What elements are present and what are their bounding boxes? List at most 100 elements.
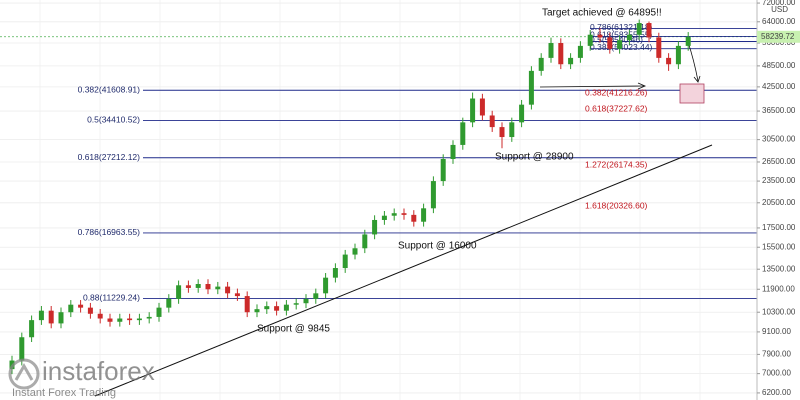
trend-line	[94, 144, 713, 397]
candle-body	[646, 23, 652, 38]
projection-label: 1.618(20326.60)	[585, 200, 648, 210]
candle-body	[244, 296, 250, 313]
candle-body	[29, 320, 35, 338]
candle-body	[215, 286, 221, 290]
candle-body	[293, 303, 299, 305]
fib-label: 0.618(58355.55)	[590, 30, 653, 40]
candle-body	[470, 98, 476, 123]
candle-body	[372, 219, 378, 235]
candle-body	[264, 306, 270, 310]
brand: instaforex	[42, 356, 155, 386]
fib-label: 0.382(41608.91)	[78, 84, 141, 94]
target-zone	[679, 83, 705, 104]
candle-body	[656, 37, 662, 58]
y-tick-label: 13500.00	[762, 264, 796, 273]
candle-body	[538, 57, 544, 71]
candle-body	[499, 127, 505, 138]
candle-body	[323, 277, 329, 294]
candle-body	[558, 43, 564, 65]
annotation: Target achieved @ 64895!!	[542, 8, 662, 19]
candle-body	[411, 214, 417, 222]
arrow	[539, 85, 645, 88]
candle-body	[176, 285, 182, 299]
candle-body	[313, 293, 319, 299]
y-tick-label: 26500.00	[762, 157, 796, 166]
candle-body	[607, 37, 613, 49]
y-tick-label: 23500.00	[762, 176, 796, 185]
candle-body	[156, 307, 162, 317]
last-price-label: 58239.72	[761, 32, 795, 41]
candle-body	[166, 298, 172, 308]
candle-body	[352, 248, 358, 255]
annotation: Support @ 28900	[495, 152, 574, 163]
candle-body	[548, 43, 554, 58]
y-tick-label: 42500.00	[762, 82, 796, 91]
logo	[8, 358, 40, 390]
tagline: Instant Forex Trading	[12, 387, 116, 399]
candle-body	[97, 313, 103, 319]
annotation: Support @ 9845	[257, 324, 330, 335]
candle-body	[136, 318, 142, 321]
candle-body	[48, 310, 54, 324]
arrow-head	[637, 82, 647, 90]
y-axis: USD 72000.0064000.0056000.0048500.004250…	[757, 0, 800, 397]
candle-body	[519, 104, 525, 123]
y-tick-label: 9100.00	[762, 327, 791, 336]
candle-body	[127, 318, 133, 321]
fib-label: 0.88(11229.24)	[83, 293, 140, 303]
y-tick-label: 7000.00	[762, 369, 791, 378]
fib-label: 0.786(61321.18)	[590, 22, 653, 32]
candle-body	[78, 304, 84, 308]
fib-label: 0.786(16963.55)	[78, 227, 141, 237]
candle-body	[450, 144, 456, 160]
fib-label: 0.5(56540.46)	[590, 35, 643, 45]
candle-body	[38, 310, 44, 321]
candle-body	[401, 213, 407, 215]
candle-body	[274, 306, 280, 311]
candle-body	[460, 122, 466, 145]
candle-body	[342, 254, 348, 269]
candle-body	[283, 304, 289, 311]
candle-body	[685, 36, 691, 46]
candle-body	[87, 307, 93, 314]
candle-body	[528, 70, 534, 105]
candle-body	[195, 284, 201, 288]
y-tick-label: 64000.00	[762, 17, 796, 26]
labels: 0.382(41216.26) 0.618(37227.62) 1.272(26…	[257, 8, 662, 335]
y-tick-label: 30500.00	[762, 135, 796, 144]
y-tick-label: 48500.00	[762, 61, 796, 70]
candle-body	[430, 181, 436, 209]
candle-body	[509, 122, 515, 138]
candle-body	[587, 34, 593, 46]
candle-body	[19, 337, 25, 361]
candle-body	[421, 208, 427, 222]
candles	[9, 19, 691, 375]
fib-label: 0.618(27212.12)	[78, 152, 141, 162]
y-tick-label: 6200.00	[762, 388, 791, 397]
candle-body	[146, 316, 152, 319]
arrow-head	[693, 75, 701, 83]
currency-label: USD	[771, 5, 788, 14]
candle-body	[68, 304, 74, 313]
candle-body	[626, 34, 632, 41]
candle-body	[117, 318, 123, 322]
logo	[14, 362, 34, 381]
candle-body	[675, 45, 681, 65]
y-tick-label: 36500.00	[762, 106, 796, 115]
candle-body	[254, 309, 260, 313]
candle-body	[205, 284, 211, 290]
candle-body	[577, 45, 583, 58]
projection-label: 0.618(37227.62)	[585, 103, 648, 113]
candle-body	[597, 34, 603, 38]
grid	[0, 0, 757, 400]
y-tick-label: 7900.00	[762, 350, 791, 359]
candle-body	[666, 57, 672, 65]
candle-body	[362, 234, 368, 249]
candle-body	[440, 159, 446, 182]
projection-label: 1.272(26174.35)	[585, 159, 648, 169]
candle-body	[617, 40, 623, 49]
candle-body	[58, 312, 64, 324]
y-tick-label: 17500.00	[762, 223, 796, 232]
candle-body	[225, 286, 231, 294]
